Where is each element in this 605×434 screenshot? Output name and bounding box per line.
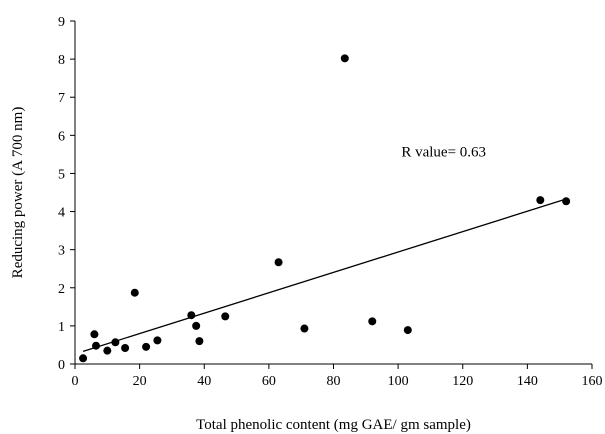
x-tick-label: 100 bbox=[388, 374, 409, 389]
x-tick-label: 0 bbox=[72, 374, 79, 389]
y-tick-label: 9 bbox=[58, 15, 65, 30]
data-point bbox=[121, 343, 130, 352]
data-point bbox=[142, 342, 151, 351]
y-tick-label: 8 bbox=[58, 53, 65, 68]
y-tick-label: 3 bbox=[58, 244, 65, 259]
y-tick-label: 7 bbox=[58, 91, 65, 106]
data-point bbox=[192, 321, 201, 330]
x-tick-label: 40 bbox=[197, 374, 211, 389]
data-point bbox=[340, 54, 349, 63]
data-point bbox=[562, 197, 571, 206]
data-point bbox=[130, 288, 139, 297]
data-point bbox=[221, 312, 230, 321]
y-tick-label: 6 bbox=[58, 129, 65, 144]
axes bbox=[74, 21, 592, 365]
data-point bbox=[300, 324, 309, 333]
x-axis-title: Total phenolic content (mg GAE/ gm sampl… bbox=[196, 417, 471, 433]
data-point bbox=[92, 341, 101, 350]
data-point bbox=[103, 346, 112, 355]
x-tick-label: 120 bbox=[452, 374, 473, 389]
y-tick-label: 4 bbox=[58, 206, 65, 221]
data-point bbox=[403, 326, 412, 335]
y-axis-title: Reducing power (A 700 nm) bbox=[10, 107, 26, 279]
tick-labels: 0 20 40 60 80 100 120 140 160 0 1 2 3 4 5 6 7 8 9 bbox=[58, 15, 603, 389]
y-tick-label: 2 bbox=[58, 282, 65, 297]
x-tick-label: 60 bbox=[262, 374, 276, 389]
x-tick-label: 80 bbox=[327, 374, 341, 389]
data-point bbox=[195, 337, 204, 346]
x-tick-label: 160 bbox=[582, 374, 603, 389]
x-tick-label: 20 bbox=[133, 374, 147, 389]
y-tick-label: 0 bbox=[58, 358, 65, 373]
data-point bbox=[79, 354, 88, 363]
tick-marks bbox=[70, 20, 593, 369]
y-tick-label: 1 bbox=[58, 320, 65, 335]
data-points bbox=[79, 54, 571, 363]
data-point bbox=[274, 258, 283, 267]
data-point bbox=[536, 196, 545, 205]
y-tick-label: 5 bbox=[58, 167, 65, 182]
data-point bbox=[187, 311, 196, 320]
data-point bbox=[111, 338, 120, 347]
r-value-annotation: R value= 0.63 bbox=[401, 144, 486, 160]
trendline bbox=[82, 198, 567, 353]
data-point bbox=[90, 330, 99, 339]
data-point bbox=[368, 317, 377, 326]
data-point bbox=[153, 336, 162, 345]
x-tick-label: 140 bbox=[517, 374, 538, 389]
